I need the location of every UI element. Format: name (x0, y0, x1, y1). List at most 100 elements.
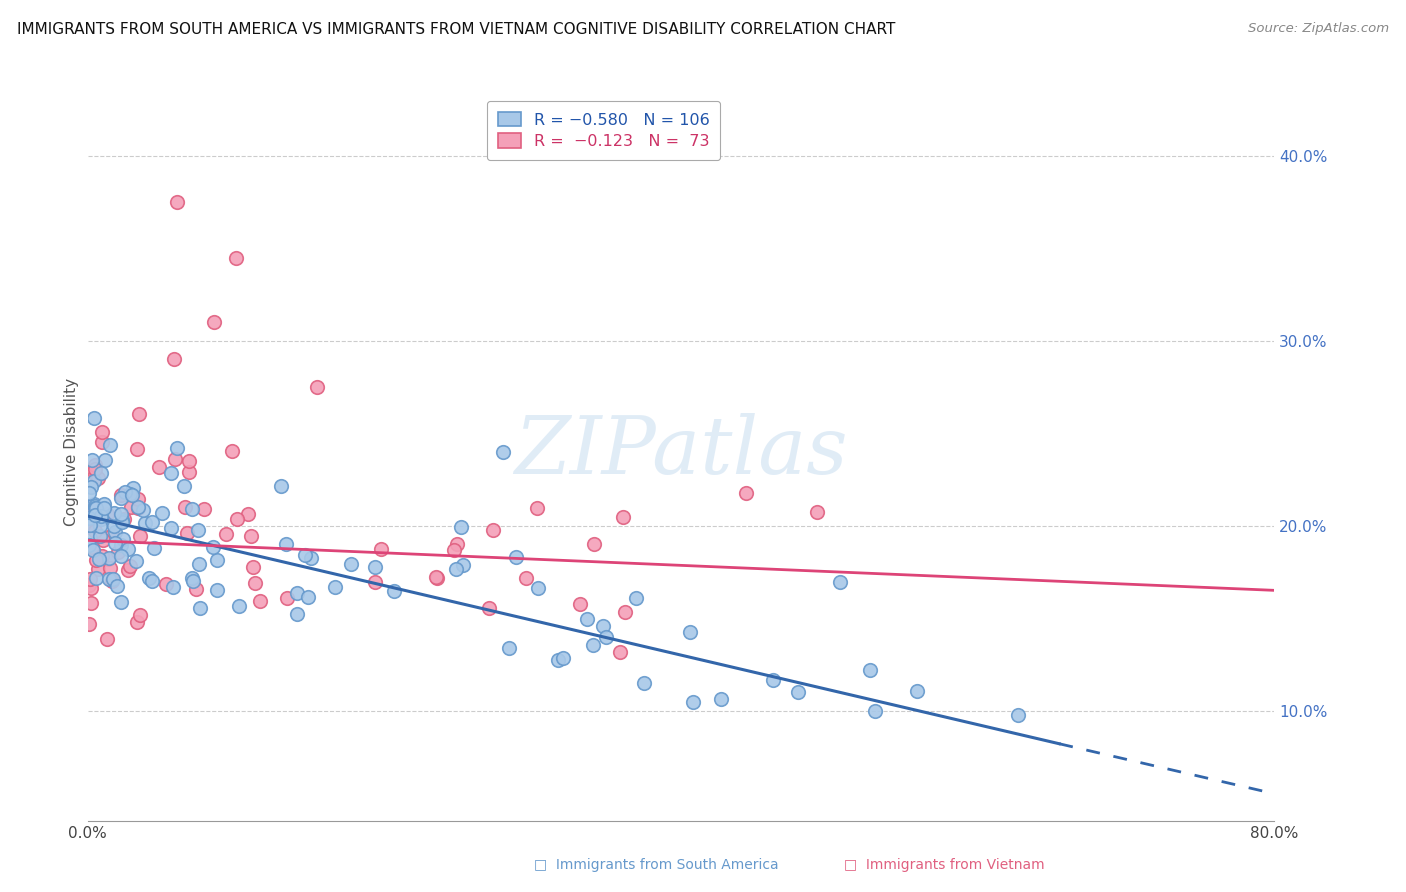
Point (84, 524, 107, 538)
Point (128, 407, 150, 421)
Point (492, 444, 515, 458)
Point (82, 453, 104, 467)
Point (87, 471, 110, 485)
Point (127, 500, 149, 514)
Point (595, 630, 617, 644)
Point (443, 543, 465, 558)
Point (89, 519, 111, 533)
Point (77, 538, 100, 552)
Point (159, 521, 181, 535)
Point (112, 512, 135, 526)
Point (77, 617, 100, 632)
Point (734, 486, 756, 500)
Point (84, 499, 107, 513)
Point (84, 458, 107, 472)
Point (162, 352, 184, 367)
Point (444, 562, 467, 576)
Point (83, 498, 105, 512)
Point (340, 557, 363, 571)
Point (79, 517, 101, 532)
Point (364, 560, 387, 574)
Point (828, 574, 851, 589)
Point (127, 615, 149, 630)
Point (79, 532, 101, 546)
Point (242, 560, 264, 574)
Point (104, 525, 127, 540)
Point (148, 459, 170, 474)
Point (225, 251, 247, 265)
Point (285, 607, 308, 621)
Point (176, 526, 198, 541)
Point (180, 571, 202, 585)
Point (91, 425, 114, 439)
Point (163, 451, 186, 466)
Point (84, 500, 107, 515)
Point (127, 500, 149, 515)
Point (111, 515, 134, 529)
Point (547, 653, 569, 667)
Point (96, 507, 118, 521)
Point (576, 612, 599, 626)
Point (117, 541, 139, 556)
Text: ZIPatlas: ZIPatlas (515, 413, 848, 491)
Point (323, 580, 346, 594)
Point (245, 575, 267, 590)
Point (307, 380, 329, 394)
Point (101, 572, 124, 586)
Text: □  Immigrants from South America: □ Immigrants from South America (534, 858, 779, 872)
Point (451, 558, 474, 572)
Point (117, 563, 139, 577)
Point (498, 641, 520, 656)
Point (127, 492, 149, 507)
Point (297, 590, 319, 604)
Point (91, 533, 114, 547)
Point (96, 632, 118, 646)
Point (238, 507, 260, 521)
Point (270, 478, 292, 492)
Point (188, 557, 211, 571)
Point (150, 506, 173, 520)
Point (83, 462, 105, 476)
Point (104, 536, 127, 550)
Point (84, 553, 107, 567)
Text: IMMIGRANTS FROM SOUTH AMERICA VS IMMIGRANTS FROM VIETNAM COGNITIVE DISABILITY CO: IMMIGRANTS FROM SOUTH AMERICA VS IMMIGRA… (17, 22, 896, 37)
Point (226, 512, 249, 526)
Point (786, 684, 808, 698)
Point (97, 552, 120, 566)
Point (93, 497, 115, 511)
Point (505, 550, 527, 565)
Point (114, 485, 136, 500)
Point (86, 571, 108, 585)
Point (592, 618, 614, 632)
Point (614, 605, 637, 619)
Point (450, 519, 472, 533)
Point (107, 545, 129, 559)
Point (90, 466, 112, 480)
Point (90, 508, 112, 523)
Point (111, 532, 134, 546)
Point (98, 560, 121, 574)
Point (679, 625, 702, 640)
Legend: R = −0.580   N = 106, R =  −0.123   N =  73: R = −0.580 N = 106, R = −0.123 N = 73 (488, 101, 720, 161)
Point (110, 549, 132, 563)
Point (569, 597, 592, 611)
Point (101, 527, 124, 541)
Point (110, 491, 132, 505)
Point (110, 507, 132, 521)
Point (87, 562, 110, 576)
Point (83, 467, 105, 481)
Point (87, 552, 110, 566)
Point (141, 574, 163, 589)
Point (446, 536, 468, 550)
Point (762, 673, 785, 687)
Point (626, 591, 648, 605)
Point (370, 541, 392, 556)
Point (91, 549, 114, 563)
Point (80, 480, 103, 494)
Point (299, 551, 322, 566)
Point (125, 442, 148, 457)
Point (426, 571, 449, 585)
Point (79, 581, 101, 595)
Point (682, 694, 704, 708)
Point (129, 608, 152, 623)
